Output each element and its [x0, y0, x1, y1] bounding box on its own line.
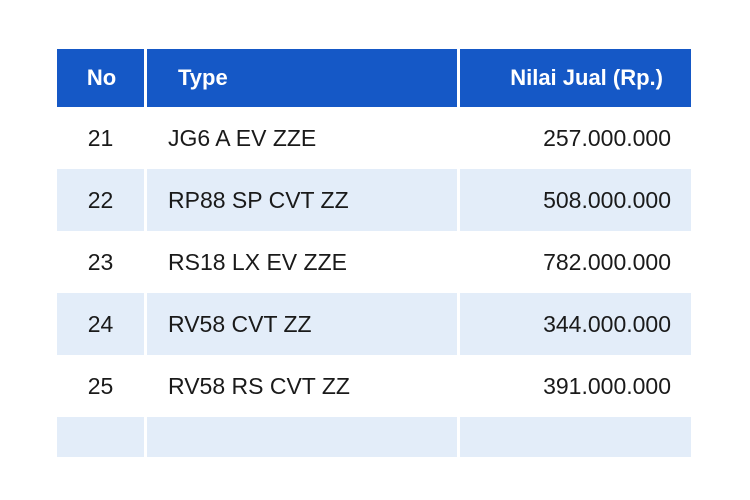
- row-type-empty: [147, 417, 460, 457]
- row-type: RV58 CVT ZZ: [147, 293, 460, 355]
- table-row-empty: [57, 417, 691, 457]
- header-value: Nilai Jual (Rp.): [460, 49, 691, 107]
- row-value: 782.000.000: [460, 231, 691, 293]
- row-no: 21: [57, 107, 147, 169]
- table-row: 24 RV58 CVT ZZ 344.000.000: [57, 293, 691, 355]
- table-row: 23 RS18 LX EV ZZE 782.000.000: [57, 231, 691, 293]
- row-value: 391.000.000: [460, 355, 691, 417]
- header-type: Type: [147, 49, 460, 107]
- row-no: 22: [57, 169, 147, 231]
- row-value: 257.000.000: [460, 107, 691, 169]
- row-value: 508.000.000: [460, 169, 691, 231]
- row-no: 24: [57, 293, 147, 355]
- table-row: 21 JG6 A EV ZZE 257.000.000: [57, 107, 691, 169]
- row-no-empty: [57, 417, 147, 457]
- row-type: RV58 RS CVT ZZ: [147, 355, 460, 417]
- row-no: 25: [57, 355, 147, 417]
- table-header-row: No Type Nilai Jual (Rp.): [57, 49, 691, 107]
- row-value: 344.000.000: [460, 293, 691, 355]
- table-row: 25 RV58 RS CVT ZZ 391.000.000: [57, 355, 691, 417]
- table-row: 22 RP88 SP CVT ZZ 508.000.000: [57, 169, 691, 231]
- row-no: 23: [57, 231, 147, 293]
- price-table: No Type Nilai Jual (Rp.) 21 JG6 A EV ZZE…: [57, 49, 691, 457]
- header-no: No: [57, 49, 147, 107]
- row-type: RS18 LX EV ZZE: [147, 231, 460, 293]
- row-type: JG6 A EV ZZE: [147, 107, 460, 169]
- row-type: RP88 SP CVT ZZ: [147, 169, 460, 231]
- row-value-empty: [460, 417, 691, 457]
